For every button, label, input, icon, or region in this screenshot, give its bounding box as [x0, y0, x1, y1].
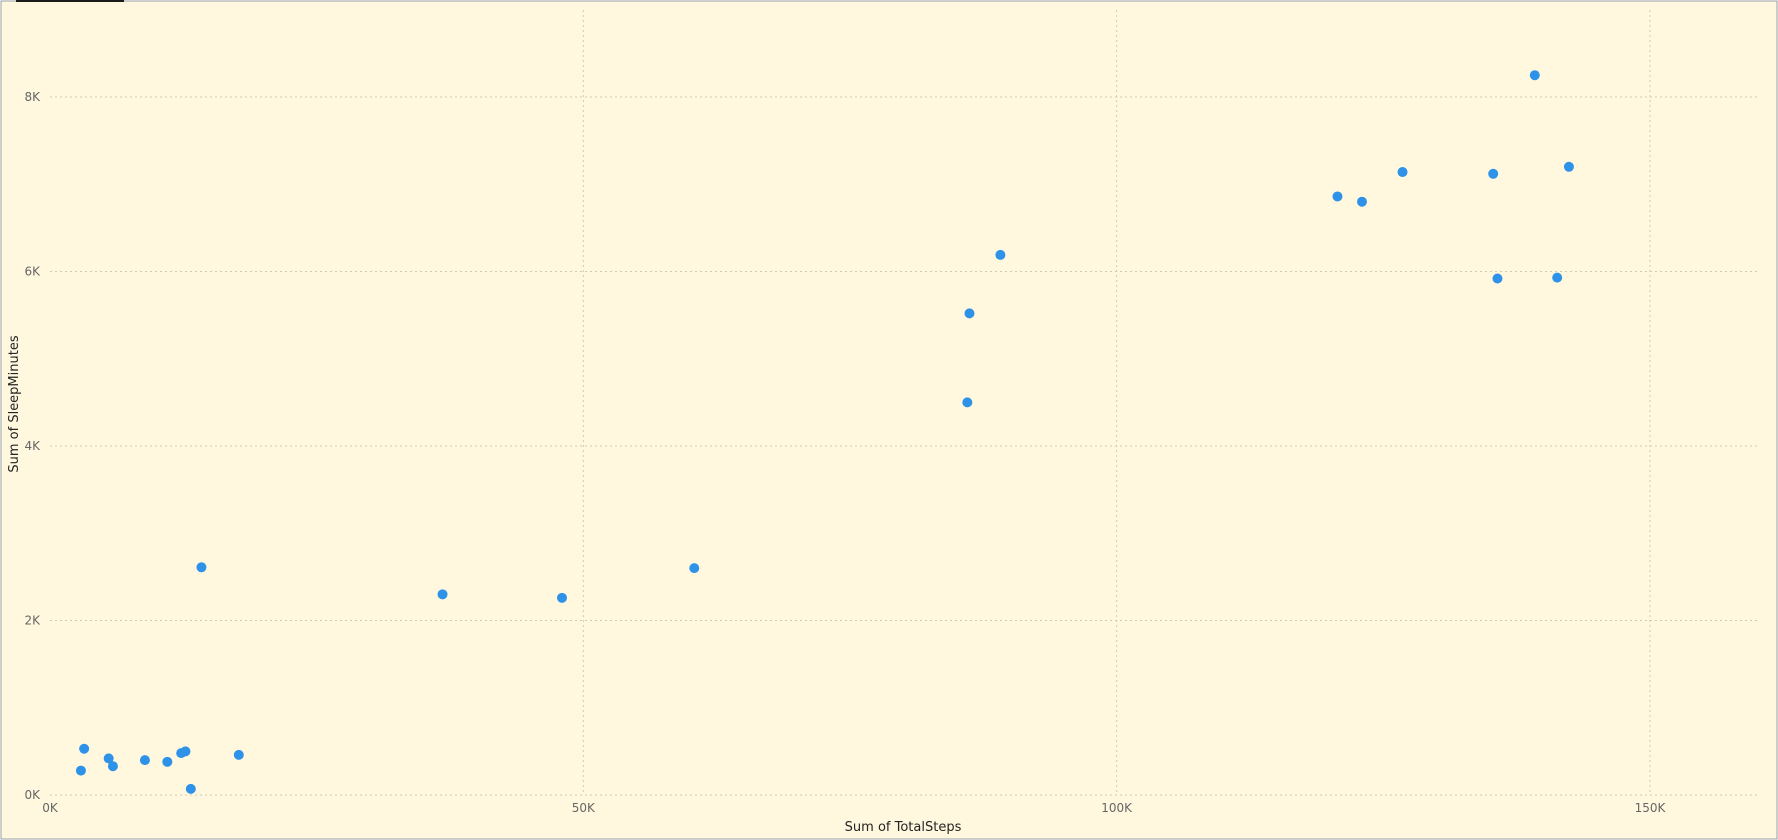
y-tick-label: 4K	[24, 439, 41, 453]
data-point[interactable]	[995, 249, 1006, 260]
data-point[interactable]	[75, 765, 86, 776]
data-point[interactable]	[196, 562, 207, 573]
y-axis-title: Sum of SleepMinutes	[7, 335, 22, 472]
x-axis-ticks: 0K 50K 100K 150K	[42, 801, 1666, 815]
x-tick-label: 150K	[1635, 801, 1667, 815]
y-tick-label: 2K	[24, 614, 41, 628]
data-point[interactable]	[103, 753, 114, 764]
data-point[interactable]	[689, 563, 700, 574]
y-axis-ticks: 0K 2K 4K 6K 8K	[24, 90, 41, 802]
gridlines	[50, 10, 1760, 796]
data-point[interactable]	[437, 589, 448, 600]
y-tick-label: 6K	[24, 265, 41, 279]
data-point[interactable]	[1332, 191, 1343, 202]
data-point[interactable]	[962, 397, 973, 408]
data-point[interactable]	[1492, 273, 1503, 284]
data-point[interactable]	[1488, 168, 1499, 179]
data-point[interactable]	[557, 592, 567, 603]
data-point[interactable]	[1552, 272, 1563, 283]
header-marker	[16, 0, 124, 2]
data-points	[75, 70, 1574, 794]
x-tick-label: 50K	[572, 801, 596, 815]
data-point[interactable]	[185, 783, 196, 794]
data-point[interactable]	[107, 761, 118, 772]
data-point[interactable]	[1529, 70, 1540, 81]
data-point[interactable]	[139, 755, 150, 766]
x-axis-title: Sum of TotalSteps	[845, 820, 962, 835]
data-point[interactable]	[1563, 161, 1574, 172]
y-tick-label: 8K	[24, 90, 41, 104]
data-point[interactable]	[964, 308, 975, 319]
data-point[interactable]	[180, 746, 191, 757]
data-point[interactable]	[233, 749, 244, 760]
data-point[interactable]	[1357, 196, 1367, 207]
x-tick-label: 100K	[1101, 801, 1133, 815]
data-point[interactable]	[1397, 167, 1408, 178]
data-point[interactable]	[162, 756, 173, 767]
data-point[interactable]	[79, 743, 90, 754]
y-tick-label: 0K	[24, 788, 41, 802]
x-tick-label: 0K	[42, 801, 59, 815]
